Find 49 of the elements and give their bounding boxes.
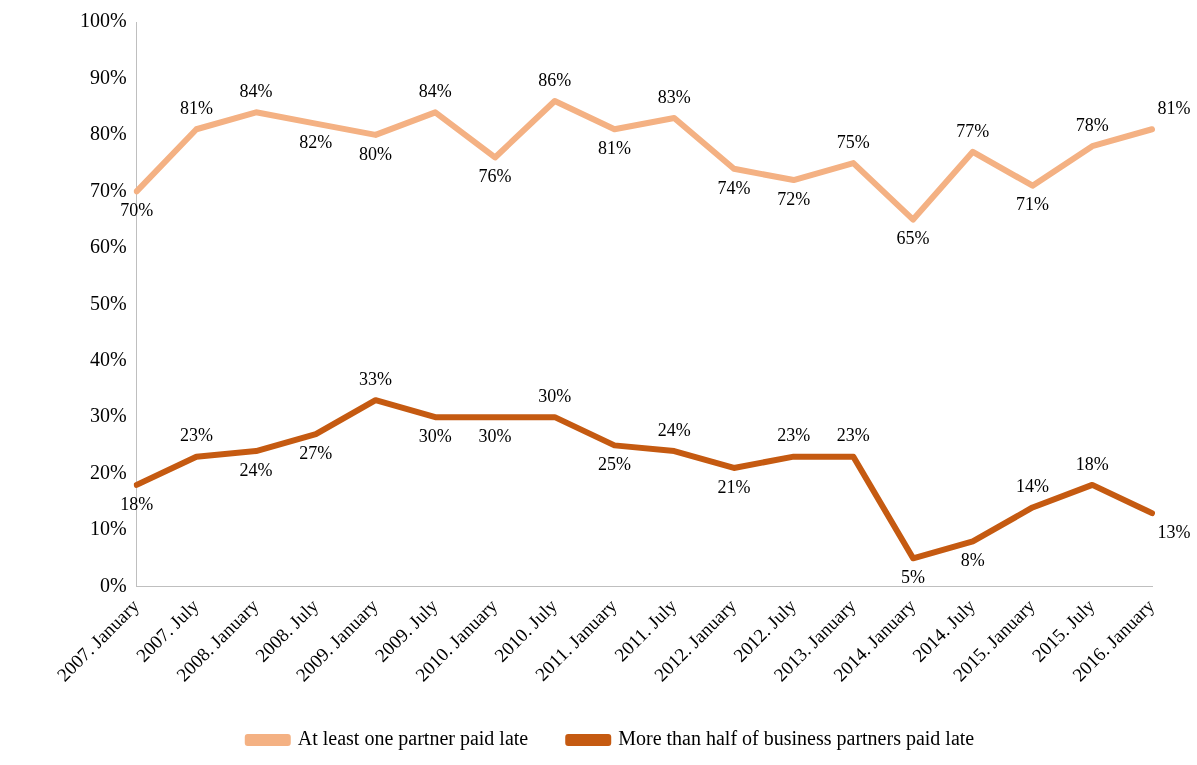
data-label: 23%: [836, 425, 870, 446]
data-label: 75%: [836, 131, 870, 152]
y-tick-label: 90%: [89, 65, 127, 88]
data-label: 13%: [1157, 521, 1191, 542]
data-label: 70%: [120, 200, 154, 221]
data-label: 80%: [359, 143, 393, 164]
data-label: 82%: [299, 132, 333, 153]
data-label: 30%: [538, 385, 572, 406]
y-tick-label: 10%: [89, 517, 127, 540]
y-tick-label: 20%: [89, 460, 127, 483]
data-label: 77%: [956, 120, 990, 141]
data-label: 81%: [597, 137, 631, 158]
data-label: 83%: [657, 86, 691, 107]
data-label: 24%: [239, 459, 273, 480]
data-label: 5%: [901, 567, 926, 588]
data-label: 76%: [478, 166, 512, 187]
y-tick-label: 40%: [89, 347, 127, 370]
data-label: 30%: [478, 425, 512, 446]
data-label: 65%: [896, 228, 930, 249]
data-label: 18%: [1075, 453, 1109, 474]
data-label: 8%: [960, 550, 985, 571]
data-label: 78%: [1075, 114, 1109, 135]
data-label: 84%: [418, 81, 452, 102]
y-tick-label: 70%: [89, 178, 127, 201]
data-label: 25%: [597, 454, 631, 475]
data-label: 84%: [239, 81, 273, 102]
data-label: 33%: [359, 368, 393, 389]
data-label: 23%: [777, 425, 811, 446]
data-label: 86%: [538, 69, 572, 90]
y-tick-label: 100%: [79, 9, 127, 32]
y-tick-label: 60%: [89, 235, 127, 258]
y-tick-label: 0%: [99, 573, 127, 596]
legend-label: At least one partner paid late: [297, 727, 529, 751]
data-label: 81%: [179, 97, 213, 118]
data-label: 72%: [777, 188, 811, 209]
data-label: 21%: [717, 476, 751, 497]
y-tick-label: 80%: [89, 122, 127, 145]
data-label: 14%: [1016, 476, 1050, 497]
data-label: 24%: [657, 419, 691, 440]
data-label: 27%: [299, 442, 333, 463]
data-label: 81%: [1157, 97, 1191, 118]
data-label: 23%: [179, 425, 213, 446]
y-tick-label: 50%: [89, 291, 127, 314]
legend-label: More than half of business partners paid late: [618, 727, 975, 751]
data-label: 30%: [418, 425, 452, 446]
data-label: 71%: [1016, 194, 1050, 215]
y-tick-label: 30%: [89, 404, 127, 427]
data-label: 18%: [120, 493, 154, 514]
data-label: 74%: [717, 177, 751, 198]
